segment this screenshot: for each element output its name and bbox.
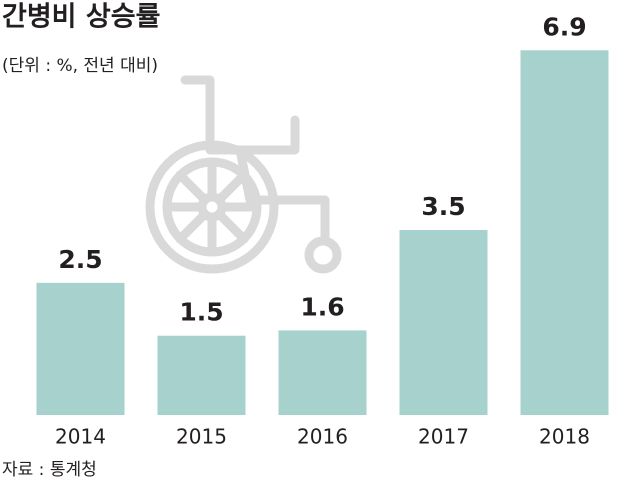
chart-title: 간병비 상승률 xyxy=(2,2,160,33)
x-tick-label: 2015 xyxy=(176,425,227,449)
x-tick-label: 2018 xyxy=(539,425,590,449)
wheelchair-icon xyxy=(145,75,342,274)
value-label: 1.6 xyxy=(300,292,344,321)
bar xyxy=(157,335,246,415)
bar xyxy=(278,330,367,415)
x-tick-label: 2016 xyxy=(297,425,348,449)
source-note: 자료 : 통계청 xyxy=(2,460,97,480)
x-tick-label: 2014 xyxy=(55,425,106,449)
value-label: 3.5 xyxy=(421,192,465,221)
value-label: 2.5 xyxy=(58,245,102,274)
value-label: 6.9 xyxy=(542,12,586,41)
bar xyxy=(36,282,125,415)
bar xyxy=(520,50,609,416)
bar xyxy=(399,230,488,415)
value-label: 1.5 xyxy=(179,298,223,327)
x-tick-label: 2017 xyxy=(418,425,469,449)
chart-subtitle: (단위 : %, 전년 대비) xyxy=(2,56,158,76)
